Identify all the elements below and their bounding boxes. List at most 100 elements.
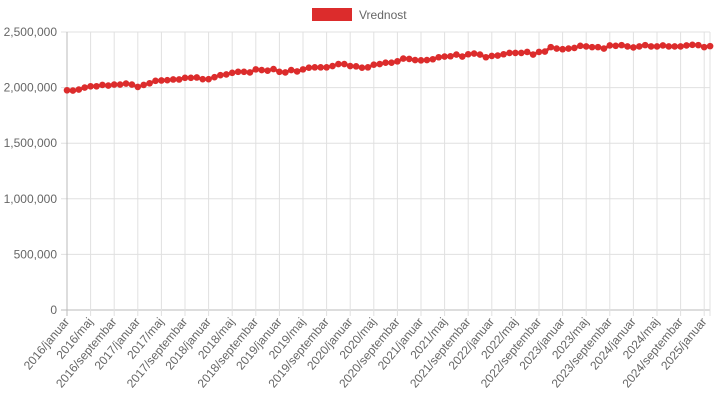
data-point bbox=[287, 66, 295, 74]
data-point bbox=[358, 64, 366, 71]
data-point bbox=[411, 56, 419, 64]
data-point bbox=[217, 71, 224, 79]
data-point bbox=[63, 86, 71, 94]
y-tick-label: 2,000,000 bbox=[4, 81, 58, 95]
data-point bbox=[677, 43, 684, 50]
data-point bbox=[441, 53, 448, 60]
data-point bbox=[400, 55, 407, 62]
data-point bbox=[547, 43, 555, 51]
data-point bbox=[695, 41, 702, 49]
data-point bbox=[128, 81, 136, 88]
data-point bbox=[164, 76, 171, 84]
data-point bbox=[559, 45, 566, 53]
data-point bbox=[706, 42, 714, 50]
y-tick-label: 0 bbox=[50, 303, 57, 317]
data-point bbox=[624, 43, 631, 50]
data-point bbox=[417, 57, 425, 64]
data-point bbox=[87, 82, 94, 90]
data-point bbox=[523, 48, 531, 56]
data-point bbox=[453, 51, 460, 58]
data-point bbox=[647, 43, 655, 50]
data-point bbox=[636, 43, 643, 50]
data-point bbox=[187, 74, 195, 82]
data-point bbox=[246, 69, 254, 76]
data-point bbox=[641, 41, 649, 49]
data-point bbox=[175, 76, 183, 83]
data-point bbox=[252, 66, 260, 73]
data-point bbox=[394, 58, 401, 65]
data-point bbox=[606, 42, 614, 49]
data-point bbox=[110, 81, 118, 88]
data-point bbox=[228, 69, 236, 77]
data-point bbox=[665, 43, 673, 50]
data-point bbox=[276, 68, 283, 76]
data-point bbox=[169, 76, 177, 83]
data-point bbox=[582, 43, 590, 50]
y-axis: 0 500,000 1,000,000 1,500,000 2,000,000 2,500… bbox=[4, 25, 58, 317]
data-point bbox=[500, 50, 507, 58]
data-point bbox=[158, 77, 165, 84]
data-point bbox=[140, 81, 147, 89]
y-tick-label: 2,500,000 bbox=[4, 25, 58, 39]
data-point bbox=[659, 42, 667, 49]
data-point bbox=[423, 56, 431, 64]
data-point bbox=[405, 55, 413, 63]
legend-label: Vrednost bbox=[359, 8, 407, 22]
data-point bbox=[565, 45, 572, 52]
data-point bbox=[376, 60, 384, 68]
data-point bbox=[518, 49, 525, 57]
data-point bbox=[116, 81, 124, 88]
y-tick-label: 1,500,000 bbox=[4, 136, 58, 150]
data-point bbox=[447, 52, 454, 60]
data-point bbox=[234, 68, 242, 76]
data-point bbox=[470, 50, 478, 57]
data-point bbox=[464, 50, 472, 58]
data-point bbox=[346, 62, 354, 70]
data-point bbox=[541, 48, 549, 55]
data-point bbox=[317, 64, 325, 71]
data-point bbox=[199, 75, 206, 83]
data-point bbox=[600, 45, 608, 52]
data-point bbox=[488, 52, 496, 60]
data-point bbox=[683, 42, 690, 49]
data-point bbox=[205, 75, 212, 83]
series-line bbox=[66, 43, 711, 93]
data-point bbox=[81, 84, 88, 91]
data-point bbox=[270, 65, 277, 73]
data-point bbox=[181, 74, 189, 82]
data-point bbox=[429, 55, 437, 63]
data-point bbox=[75, 86, 83, 93]
data-point bbox=[535, 48, 543, 56]
data-point bbox=[594, 43, 602, 51]
data-point bbox=[553, 45, 560, 52]
data-point bbox=[69, 87, 77, 94]
data-point bbox=[305, 64, 313, 71]
series-points bbox=[63, 41, 714, 94]
data-point bbox=[370, 61, 378, 68]
data-point bbox=[577, 42, 584, 50]
data-point bbox=[146, 79, 153, 87]
legend[interactable]: Vrednost bbox=[312, 8, 407, 22]
data-point bbox=[618, 41, 625, 49]
data-point bbox=[299, 66, 307, 73]
data-point bbox=[293, 68, 301, 75]
data-point bbox=[122, 80, 130, 87]
data-point bbox=[529, 51, 537, 58]
data-point bbox=[512, 49, 519, 57]
data-point bbox=[382, 59, 389, 66]
data-point bbox=[671, 43, 678, 50]
grid bbox=[61, 31, 711, 316]
data-point bbox=[311, 64, 319, 71]
data-point bbox=[506, 49, 513, 57]
data-point bbox=[364, 64, 372, 71]
data-point bbox=[264, 67, 271, 74]
data-point bbox=[341, 60, 348, 68]
data-point bbox=[93, 82, 100, 90]
data-point bbox=[352, 63, 360, 70]
data-point bbox=[323, 64, 330, 71]
x-axis: 2016/januar2016/maj2016/septembar2017/ja… bbox=[21, 315, 710, 390]
data-point bbox=[258, 66, 266, 74]
data-point bbox=[630, 44, 637, 51]
